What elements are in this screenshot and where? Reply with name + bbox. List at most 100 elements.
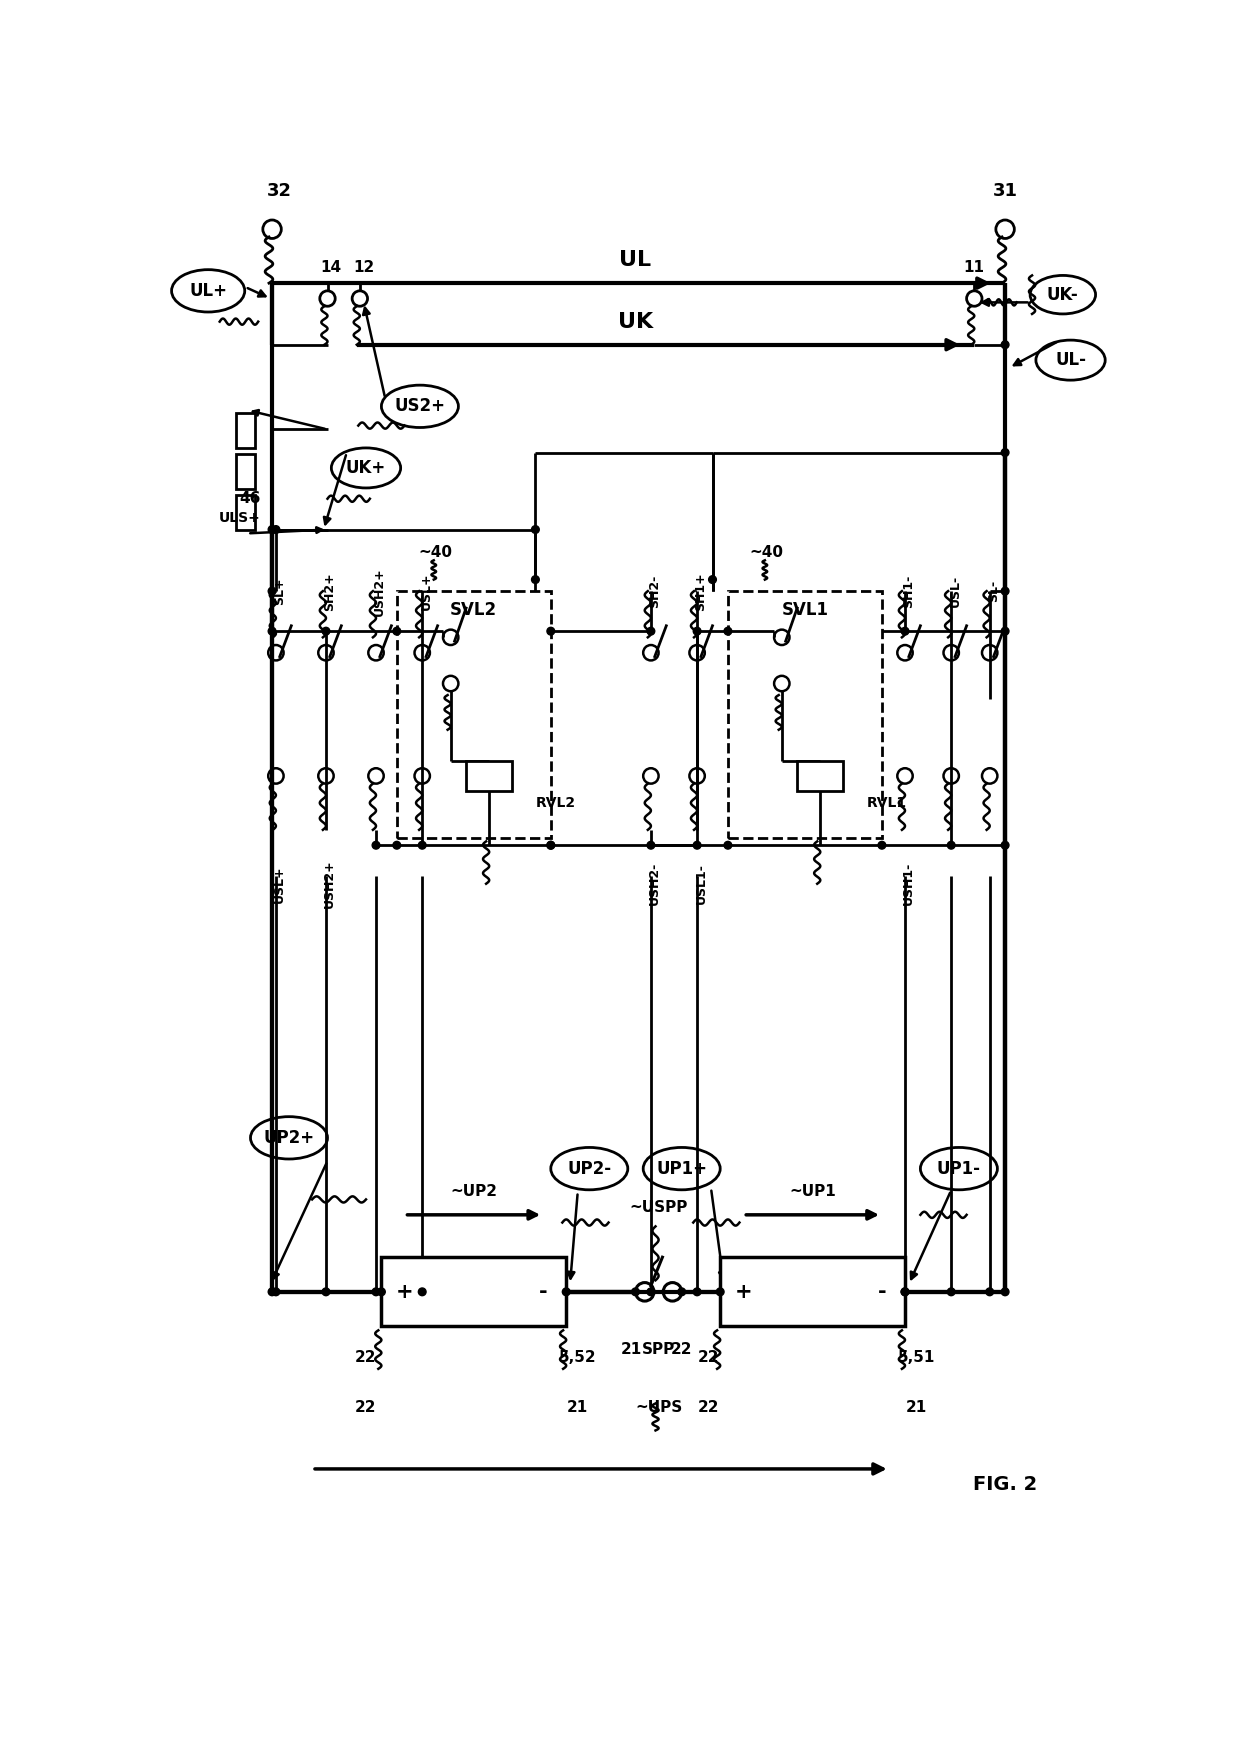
Circle shape (372, 1287, 379, 1296)
Text: 22: 22 (355, 1350, 377, 1365)
Circle shape (272, 1287, 280, 1296)
Text: SPP: SPP (642, 1343, 676, 1357)
Text: -: - (878, 1282, 887, 1301)
Text: UP1-: UP1- (937, 1160, 981, 1178)
Circle shape (372, 841, 379, 849)
Circle shape (1001, 841, 1009, 849)
Circle shape (693, 841, 701, 849)
Circle shape (268, 627, 277, 636)
Circle shape (547, 841, 554, 849)
Circle shape (693, 1287, 701, 1296)
Text: SH1+: SH1+ (694, 571, 708, 610)
Text: SH2-: SH2- (649, 575, 661, 608)
Circle shape (647, 1287, 655, 1296)
FancyBboxPatch shape (382, 1258, 567, 1327)
Text: 22: 22 (698, 1400, 719, 1416)
Text: -: - (539, 1282, 547, 1301)
Text: USH1-: USH1- (903, 862, 915, 905)
Circle shape (1001, 1287, 1009, 1296)
Text: USH2+: USH2+ (373, 566, 387, 615)
Circle shape (322, 627, 330, 636)
Text: 22: 22 (671, 1343, 692, 1357)
Circle shape (322, 1287, 330, 1296)
Circle shape (393, 841, 401, 849)
Circle shape (268, 526, 277, 533)
Text: 21: 21 (906, 1400, 928, 1416)
Circle shape (901, 1287, 909, 1296)
Text: 12: 12 (353, 261, 374, 274)
Circle shape (901, 627, 909, 636)
Text: UL: UL (620, 250, 651, 269)
Text: ~UPS: ~UPS (635, 1400, 682, 1416)
Circle shape (717, 1287, 724, 1296)
Text: SL-: SL- (987, 580, 999, 603)
Text: UP1+: UP1+ (656, 1160, 707, 1178)
Text: US2+: US2+ (394, 398, 445, 415)
Circle shape (647, 841, 655, 849)
Text: USH2-: USH2- (649, 862, 661, 905)
Text: SH1-: SH1- (903, 575, 915, 608)
FancyBboxPatch shape (466, 761, 512, 790)
Text: ~UP2: ~UP2 (450, 1185, 497, 1199)
Text: USH2+: USH2+ (324, 860, 336, 908)
Text: USL1-: USL1- (694, 863, 708, 905)
Circle shape (547, 627, 554, 636)
Circle shape (631, 1287, 640, 1296)
Text: SL+: SL+ (273, 577, 286, 604)
Text: +: + (396, 1282, 413, 1301)
Text: ULS+: ULS+ (218, 511, 260, 525)
Text: UK+: UK+ (346, 459, 386, 478)
FancyBboxPatch shape (236, 495, 255, 530)
Circle shape (532, 575, 539, 584)
Circle shape (947, 841, 955, 849)
Text: 32: 32 (268, 182, 293, 200)
Text: SVL2: SVL2 (450, 601, 497, 620)
Circle shape (708, 575, 717, 584)
Text: ~UP1: ~UP1 (789, 1185, 836, 1199)
Text: 22: 22 (355, 1400, 377, 1416)
Text: 5,51: 5,51 (898, 1350, 935, 1365)
Circle shape (418, 841, 427, 849)
Circle shape (986, 1287, 993, 1296)
Text: 21: 21 (621, 1343, 642, 1357)
Text: UK-: UK- (1047, 285, 1079, 304)
Circle shape (547, 841, 554, 849)
Text: FIG. 2: FIG. 2 (973, 1475, 1037, 1494)
Text: 14: 14 (321, 261, 342, 274)
Text: RVL2: RVL2 (536, 796, 575, 809)
Text: +: + (734, 1282, 753, 1301)
Text: RVL1: RVL1 (867, 796, 906, 809)
Circle shape (678, 1287, 686, 1296)
Circle shape (1001, 340, 1009, 349)
Text: 31: 31 (992, 182, 1018, 200)
Text: ~40: ~40 (749, 545, 784, 559)
Text: UP2+: UP2+ (263, 1129, 315, 1146)
Text: USL+: USL+ (273, 865, 286, 903)
Circle shape (878, 841, 885, 849)
FancyBboxPatch shape (236, 453, 255, 488)
Circle shape (393, 627, 401, 636)
Text: UP2-: UP2- (567, 1160, 611, 1178)
Text: 11: 11 (963, 261, 985, 274)
Circle shape (418, 1287, 427, 1296)
Text: ~USPP: ~USPP (630, 1200, 688, 1214)
Circle shape (947, 1287, 955, 1296)
Circle shape (693, 627, 701, 636)
Text: USL-: USL- (949, 575, 961, 608)
Circle shape (268, 587, 277, 596)
Circle shape (724, 841, 732, 849)
Circle shape (268, 1287, 277, 1296)
Circle shape (724, 627, 732, 636)
Circle shape (1001, 448, 1009, 457)
FancyBboxPatch shape (797, 761, 843, 790)
Circle shape (532, 526, 539, 533)
Text: UK: UK (618, 311, 653, 332)
Text: 21: 21 (567, 1400, 588, 1416)
FancyBboxPatch shape (720, 1258, 905, 1327)
Circle shape (272, 526, 280, 533)
Text: SH2+: SH2+ (324, 571, 336, 610)
Text: 22: 22 (698, 1350, 719, 1365)
Circle shape (901, 1287, 909, 1296)
Circle shape (1001, 587, 1009, 596)
Circle shape (563, 1287, 570, 1296)
